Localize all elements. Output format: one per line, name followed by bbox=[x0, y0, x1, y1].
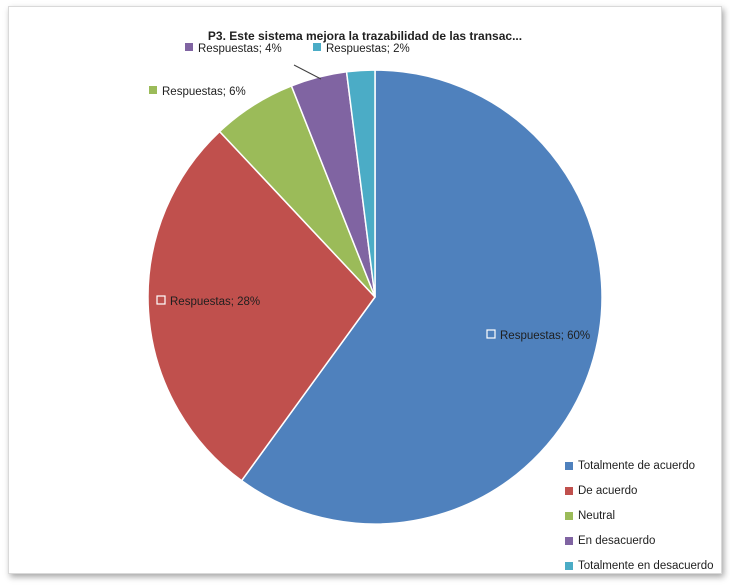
label-marker bbox=[156, 295, 166, 305]
label-marker bbox=[313, 43, 321, 51]
pie-slice-1 bbox=[240, 69, 603, 525]
pie-chart: Respuestas; 60% Respuestas; 28% Respuestas… bbox=[147, 43, 603, 525]
legend-label: Totalmente en desacuerdo bbox=[578, 559, 714, 572]
legend-swatch bbox=[565, 511, 573, 520]
data-label-text: Respuestas; 28% bbox=[170, 296, 260, 308]
legend-item: Neutral bbox=[565, 503, 714, 528]
legend-label: Neutral bbox=[578, 509, 616, 522]
pie-slice-2 bbox=[147, 130, 376, 482]
legend-item: Totalmente en desacuerdo bbox=[565, 553, 714, 578]
label-marker bbox=[149, 86, 157, 94]
leader-line bbox=[293, 64, 322, 80]
data-label-3: Respuestas; 6% bbox=[149, 86, 246, 98]
legend-swatch bbox=[565, 486, 573, 495]
legend-item: De acuerdo bbox=[565, 478, 714, 503]
chart-area: P3. Este sistema mejora la trazabilidad … bbox=[8, 6, 722, 574]
pie-slice-5 bbox=[345, 69, 376, 298]
data-label-text: Respuestas; 4% bbox=[198, 43, 282, 55]
data-label-5: Respuestas; 2% bbox=[313, 43, 410, 55]
data-label-text: Respuestas; 6% bbox=[162, 86, 246, 98]
legend-label: En desacuerdo bbox=[578, 534, 656, 547]
legend-item: En desacuerdo bbox=[565, 528, 714, 553]
data-label-1: Respuestas; 60% bbox=[486, 329, 590, 342]
legend-swatch bbox=[565, 561, 573, 570]
legend-label: Totalmente de acuerdo bbox=[578, 459, 695, 472]
legend: Totalmente de acuerdo De acuerdo Neutral En… bbox=[565, 453, 714, 578]
data-label-text: Respuestas; 2% bbox=[326, 43, 410, 55]
label-marker bbox=[486, 329, 496, 339]
chart-title: P3. Este sistema mejora la trazabilidad … bbox=[207, 29, 523, 43]
legend-swatch bbox=[565, 461, 573, 470]
legend-item: Totalmente de acuerdo bbox=[565, 453, 714, 478]
legend-label: De acuerdo bbox=[578, 484, 638, 497]
label-marker bbox=[185, 43, 193, 51]
data-label-4: Respuestas; 4% bbox=[185, 43, 322, 80]
data-label-2: Respuestas; 28% bbox=[156, 295, 260, 308]
data-label-text: Respuestas; 60% bbox=[500, 330, 590, 342]
legend-swatch bbox=[565, 536, 573, 545]
